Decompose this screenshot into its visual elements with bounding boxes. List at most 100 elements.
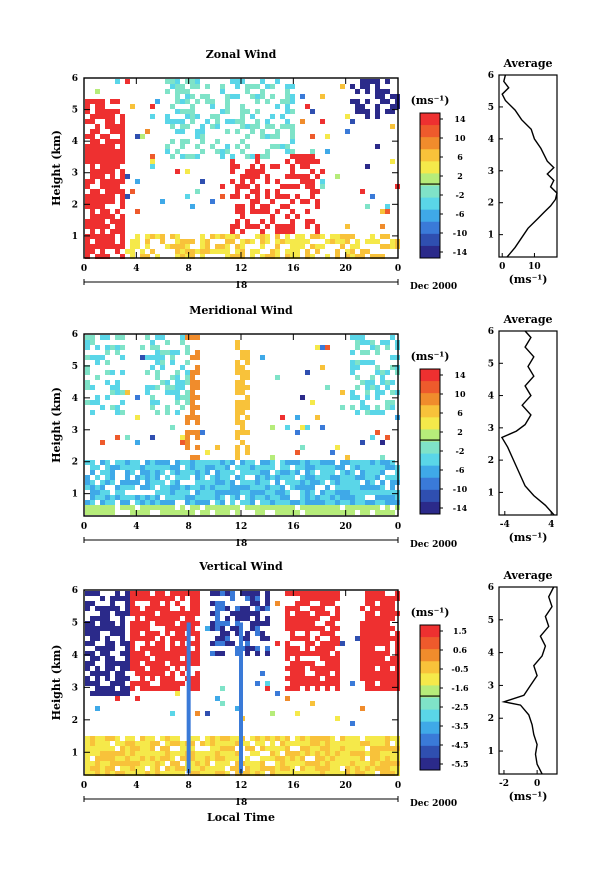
heatmap-cell xyxy=(145,510,150,515)
heatmap-cell xyxy=(385,510,390,515)
heatmap-cell xyxy=(105,179,110,184)
heatmap-cell xyxy=(325,254,330,259)
heatmap-cell xyxy=(210,601,215,606)
heatmap-cell xyxy=(160,335,165,340)
heatmap-cell xyxy=(345,249,350,254)
heatmap-cell xyxy=(225,746,230,751)
heatmap-cell xyxy=(155,500,160,505)
heatmap-cell xyxy=(260,244,265,249)
heatmap-cell xyxy=(95,254,100,259)
heatmap-cell xyxy=(130,746,135,751)
heatmap-cell xyxy=(110,99,115,104)
y-tick-label: 2 xyxy=(72,200,78,210)
heatmap-cell xyxy=(115,350,120,355)
heatmap-cell xyxy=(380,661,385,666)
heatmap-cell xyxy=(290,470,295,475)
heatmap-cell xyxy=(300,761,305,766)
heatmap-cell xyxy=(105,254,110,259)
heatmap-cell xyxy=(235,616,240,621)
heatmap-cell xyxy=(320,490,325,495)
heatmap-cell xyxy=(230,94,235,99)
heatmap-cell xyxy=(380,771,385,776)
heatmap-cell xyxy=(225,510,230,515)
colorbar-unit: (ms⁻¹) xyxy=(411,350,450,363)
heatmap-cell xyxy=(325,460,330,465)
heatmap-cell xyxy=(330,505,335,510)
heatmap-cell xyxy=(305,601,310,606)
heatmap-cell xyxy=(370,194,375,199)
heatmap-cell xyxy=(110,239,115,244)
heatmap-cell xyxy=(220,194,225,199)
heatmap-cell xyxy=(175,244,180,249)
profile-y-tick-label: 2 xyxy=(488,456,494,466)
heatmap-cell xyxy=(170,350,175,355)
heatmap-cell xyxy=(180,621,185,626)
heatmap-cell xyxy=(355,766,360,771)
heatmap-cell xyxy=(175,84,180,89)
heatmap-cell xyxy=(245,395,250,400)
heatmap-cell xyxy=(325,465,330,470)
heatmap-cell xyxy=(235,465,240,470)
heatmap-cell xyxy=(370,490,375,495)
heatmap-cell xyxy=(125,656,130,661)
heatmap-cell xyxy=(390,495,395,500)
heatmap-cell xyxy=(230,164,235,169)
heatmap-cell xyxy=(285,84,290,89)
heatmap-cell xyxy=(250,646,255,651)
x-tick-label: 0 xyxy=(395,522,401,532)
heatmap-cell xyxy=(90,601,95,606)
heatmap-cell xyxy=(110,756,115,761)
heatmap-cell xyxy=(235,224,240,229)
heatmap-cell xyxy=(215,611,220,616)
heatmap-cell xyxy=(320,766,325,771)
heatmap-cell xyxy=(225,490,230,495)
heatmap-cell xyxy=(380,490,385,495)
heatmap-cell xyxy=(250,199,255,204)
heatmap-cell xyxy=(255,736,260,741)
heatmap-cell xyxy=(295,214,300,219)
heatmap-cell xyxy=(190,606,195,611)
heatmap-cell xyxy=(135,611,140,616)
heatmap-cell xyxy=(295,646,300,651)
heatmap-cell xyxy=(265,601,270,606)
heatmap-cell xyxy=(100,616,105,621)
heatmap-cell xyxy=(115,335,120,340)
heatmap-cell xyxy=(135,495,140,500)
colorbar-tick-label: 6 xyxy=(457,408,463,418)
heatmap-cell xyxy=(245,636,250,641)
heatmap-cell xyxy=(305,686,310,691)
heatmap-cell xyxy=(95,124,100,129)
heatmap-cell xyxy=(285,144,290,149)
heatmap-cell xyxy=(335,671,340,676)
x-tick-label: 8 xyxy=(186,264,192,274)
heatmap-cell xyxy=(95,360,100,365)
heatmap-cell xyxy=(295,460,300,465)
heatmap-cell xyxy=(250,239,255,244)
month-label: Dec 2000 xyxy=(410,799,457,809)
heatmap-cell xyxy=(85,746,90,751)
heatmap-cell xyxy=(135,239,140,244)
heatmap-cell xyxy=(105,189,110,194)
heatmap-cell xyxy=(190,119,195,124)
heatmap-cell xyxy=(235,435,240,440)
heatmap-cell xyxy=(85,681,90,686)
profile-y-tick-label: 1 xyxy=(488,488,494,498)
heatmap-cell xyxy=(365,470,370,475)
heatmap-cell xyxy=(385,370,390,375)
heatmap-cell xyxy=(285,174,290,179)
heatmap-cell xyxy=(235,505,240,510)
heatmap-cell xyxy=(140,656,145,661)
heatmap-cell xyxy=(140,651,145,656)
heatmap-cell xyxy=(180,746,185,751)
heatmap-cell xyxy=(195,611,200,616)
heatmap-cell xyxy=(365,84,370,89)
heatmap-cell xyxy=(200,254,205,259)
heatmap-cell xyxy=(275,194,280,199)
heatmap-cell xyxy=(125,756,130,761)
heatmap-cell xyxy=(220,460,225,465)
heatmap-cell xyxy=(215,510,220,515)
heatmap-cell xyxy=(375,756,380,761)
colorbar-swatch xyxy=(420,393,440,406)
heatmap-cell xyxy=(350,395,355,400)
heatmap-cell xyxy=(85,234,90,239)
